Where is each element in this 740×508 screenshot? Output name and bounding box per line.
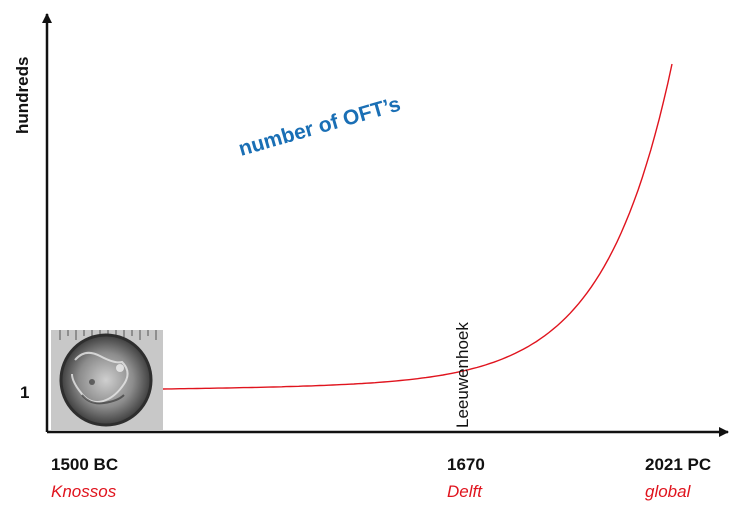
x-tick-label-1670: 1670 bbox=[447, 455, 485, 474]
series-line-oft bbox=[162, 63, 673, 390]
series-label: number of OFT’s bbox=[236, 93, 403, 161]
x-place-label-knossos: Knossos bbox=[51, 482, 117, 501]
y-tick-label: 1 bbox=[20, 383, 29, 402]
x-place-label-delft: Delft bbox=[447, 482, 483, 501]
annotation-leeuwenhoek: Leeuwenhoek bbox=[453, 322, 472, 428]
x-tick-label-1500bc: 1500 BC bbox=[51, 455, 118, 474]
lens-photo bbox=[51, 330, 163, 430]
x-tick-label-2021pc: 2021 PC bbox=[645, 455, 711, 474]
x-place-label-global: global bbox=[645, 482, 692, 501]
y-axis-label: hundreds bbox=[13, 57, 32, 134]
